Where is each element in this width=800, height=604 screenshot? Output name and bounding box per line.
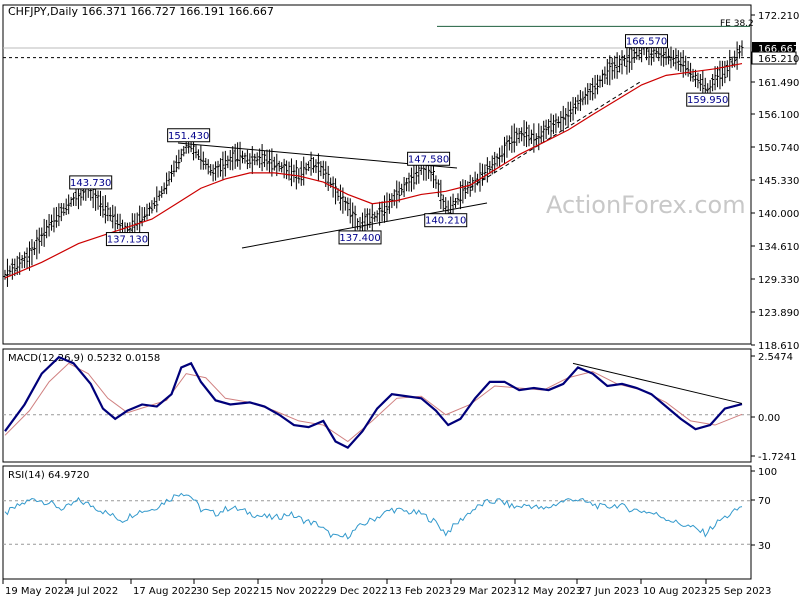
watermark: ActionForex.com bbox=[546, 191, 746, 219]
price-annotation-label: 166.570 bbox=[626, 37, 667, 48]
price-tick-label: 134.610 bbox=[758, 242, 799, 253]
macd-tick-label: 0.00 bbox=[758, 413, 780, 424]
price-panel bbox=[2, 4, 752, 345]
macd-title: MACD(12,26,9) 0.5232 0.0158 bbox=[8, 353, 160, 364]
price-tick-label: 150.740 bbox=[758, 143, 799, 154]
macd-panel bbox=[2, 348, 752, 463]
macd-line bbox=[4, 355, 743, 450]
rsi-panel bbox=[2, 465, 752, 580]
price-annotation-label: 147.580 bbox=[408, 154, 449, 165]
price-annotation-box bbox=[686, 92, 730, 107]
price-tick-label: 165.210 bbox=[758, 54, 799, 65]
price-tick-label: 156.100 bbox=[758, 110, 799, 121]
date-tick-label: 30 Sep 2022 bbox=[196, 586, 259, 597]
price-tick-label: 145.330 bbox=[758, 176, 799, 187]
price-annotation-label: 137.400 bbox=[339, 233, 380, 244]
chart-header: CHFJPY,Daily 166.371 166.727 166.191 166… bbox=[8, 5, 274, 18]
price-annotation-box bbox=[424, 213, 468, 228]
price-annotation-box bbox=[167, 128, 211, 143]
date-tick-label: 25 Sep 2023 bbox=[708, 586, 771, 597]
price-annotation-label: 137.130 bbox=[107, 235, 148, 246]
macd-tick-label: 2.5474 bbox=[758, 352, 793, 363]
price-tick-label: 166.667 bbox=[758, 44, 799, 55]
rsi-line bbox=[4, 492, 743, 540]
rsi-tick-label: 70 bbox=[758, 496, 771, 507]
price-annotation-label: 143.730 bbox=[70, 178, 111, 189]
macd-signal-line bbox=[4, 362, 743, 443]
level-price-tag bbox=[751, 51, 797, 65]
price-annotation-box bbox=[338, 230, 382, 245]
rsi-tick-label: 30 bbox=[758, 541, 771, 552]
price-annotation-label: 159.950 bbox=[687, 95, 728, 106]
price-tick-label: 161.490 bbox=[758, 78, 799, 89]
price-annotation-label: 151.430 bbox=[168, 131, 209, 142]
price-tick-label: 129.330 bbox=[758, 275, 799, 286]
price-annotation-box bbox=[105, 232, 149, 247]
rising-dashed-trendline bbox=[469, 81, 641, 189]
date-tick-label: 15 Nov 2022 bbox=[260, 586, 324, 597]
price-annotation-box bbox=[407, 151, 451, 166]
price-annotation-label: 140.210 bbox=[425, 216, 466, 227]
macd-tick-label: -1.7241 bbox=[758, 452, 797, 463]
date-tick-label: 17 Aug 2022 bbox=[133, 586, 197, 597]
fe-label: FE 38.2 bbox=[720, 19, 754, 29]
price-tick-label: 118.610 bbox=[758, 341, 799, 352]
price-tick-label: 172.210 bbox=[758, 11, 799, 22]
date-tick-label: 29 Dec 2022 bbox=[324, 586, 388, 597]
macd-trendline bbox=[572, 362, 743, 404]
date-tick-label: 19 May 2022 bbox=[5, 586, 70, 597]
date-tick-label: 13 Feb 2023 bbox=[389, 586, 451, 597]
date-tick-label: 29 Mar 2023 bbox=[453, 586, 516, 597]
price-annotation-box bbox=[69, 175, 113, 190]
rsi-tick-label: 100 bbox=[758, 467, 777, 478]
rsi-title: RSI(14) 64.9720 bbox=[8, 470, 89, 481]
last-price-tag bbox=[752, 42, 796, 54]
date-tick-label: 10 Aug 2023 bbox=[643, 586, 707, 597]
price-tick-label: 140.000 bbox=[758, 209, 799, 220]
date-tick-label: 12 May 2023 bbox=[517, 586, 582, 597]
moving-average-line bbox=[4, 62, 743, 279]
price-annotation-box bbox=[625, 34, 669, 49]
date-tick-label: 27 Jun 2023 bbox=[579, 586, 639, 597]
date-tick-label: 4 Jul 2022 bbox=[68, 586, 118, 597]
price-tick-label: 123.890 bbox=[758, 308, 799, 319]
